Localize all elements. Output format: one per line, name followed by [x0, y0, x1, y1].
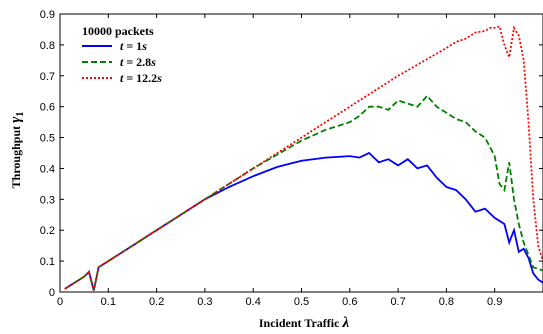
plot-area — [59, 13, 543, 293]
y-tick-label: 0.2 — [40, 225, 55, 237]
legend-label: t = 2.8s — [120, 55, 156, 69]
y-tick-label: 0.8 — [40, 40, 55, 52]
y-tick-label: 0.7 — [40, 71, 55, 83]
x-tick-label: 0.4 — [246, 296, 261, 308]
x-tick-label: 0.5 — [294, 296, 309, 308]
series-line-2 — [64, 94, 543, 291]
y-axis-title: Throughput γ1 — [8, 112, 26, 189]
x-tick-label: 0.6 — [342, 296, 357, 308]
legend-title: 10000 packets — [82, 24, 154, 38]
y-tick-label: 0.4 — [40, 163, 55, 175]
x-axis-ticks: 0 0.1 0.2 0.3 0.4 0.5 0.6 0.7 0.8 0.9 — [57, 14, 502, 308]
series-layer — [64, 25, 543, 291]
series-line-3 — [64, 25, 543, 291]
x-axis-title: Incident Traffic λ — [259, 315, 350, 331]
x-tick-label: 0.8 — [439, 296, 454, 308]
legend-label: t = 12.2s — [120, 71, 162, 85]
x-tick-label: 0.9 — [487, 296, 502, 308]
legend: 10000 packets t = 1s t = 2.8s t = 12.2s — [82, 24, 162, 85]
y-axis-ticks: 0 0.1 0.2 0.3 0.4 0.5 0.6 0.7 0.8 0.9 — [40, 9, 543, 299]
y-tick-label: 0.9 — [40, 9, 55, 21]
x-tick-label: 0.1 — [101, 296, 116, 308]
y-tick-label: 0.3 — [40, 194, 55, 206]
x-tick-label: 0.2 — [149, 296, 164, 308]
legend-label: t = 1s — [120, 39, 147, 53]
y-tick-label: 0.5 — [40, 133, 55, 145]
y-tick-label: 0.1 — [40, 256, 55, 268]
y-tick-label: 0.6 — [40, 102, 55, 114]
x-tick-label: 0 — [57, 296, 63, 308]
x-tick-label: 0.3 — [197, 296, 212, 308]
y-tick-label: 0 — [49, 287, 55, 299]
x-tick-label: 0.7 — [390, 296, 405, 308]
